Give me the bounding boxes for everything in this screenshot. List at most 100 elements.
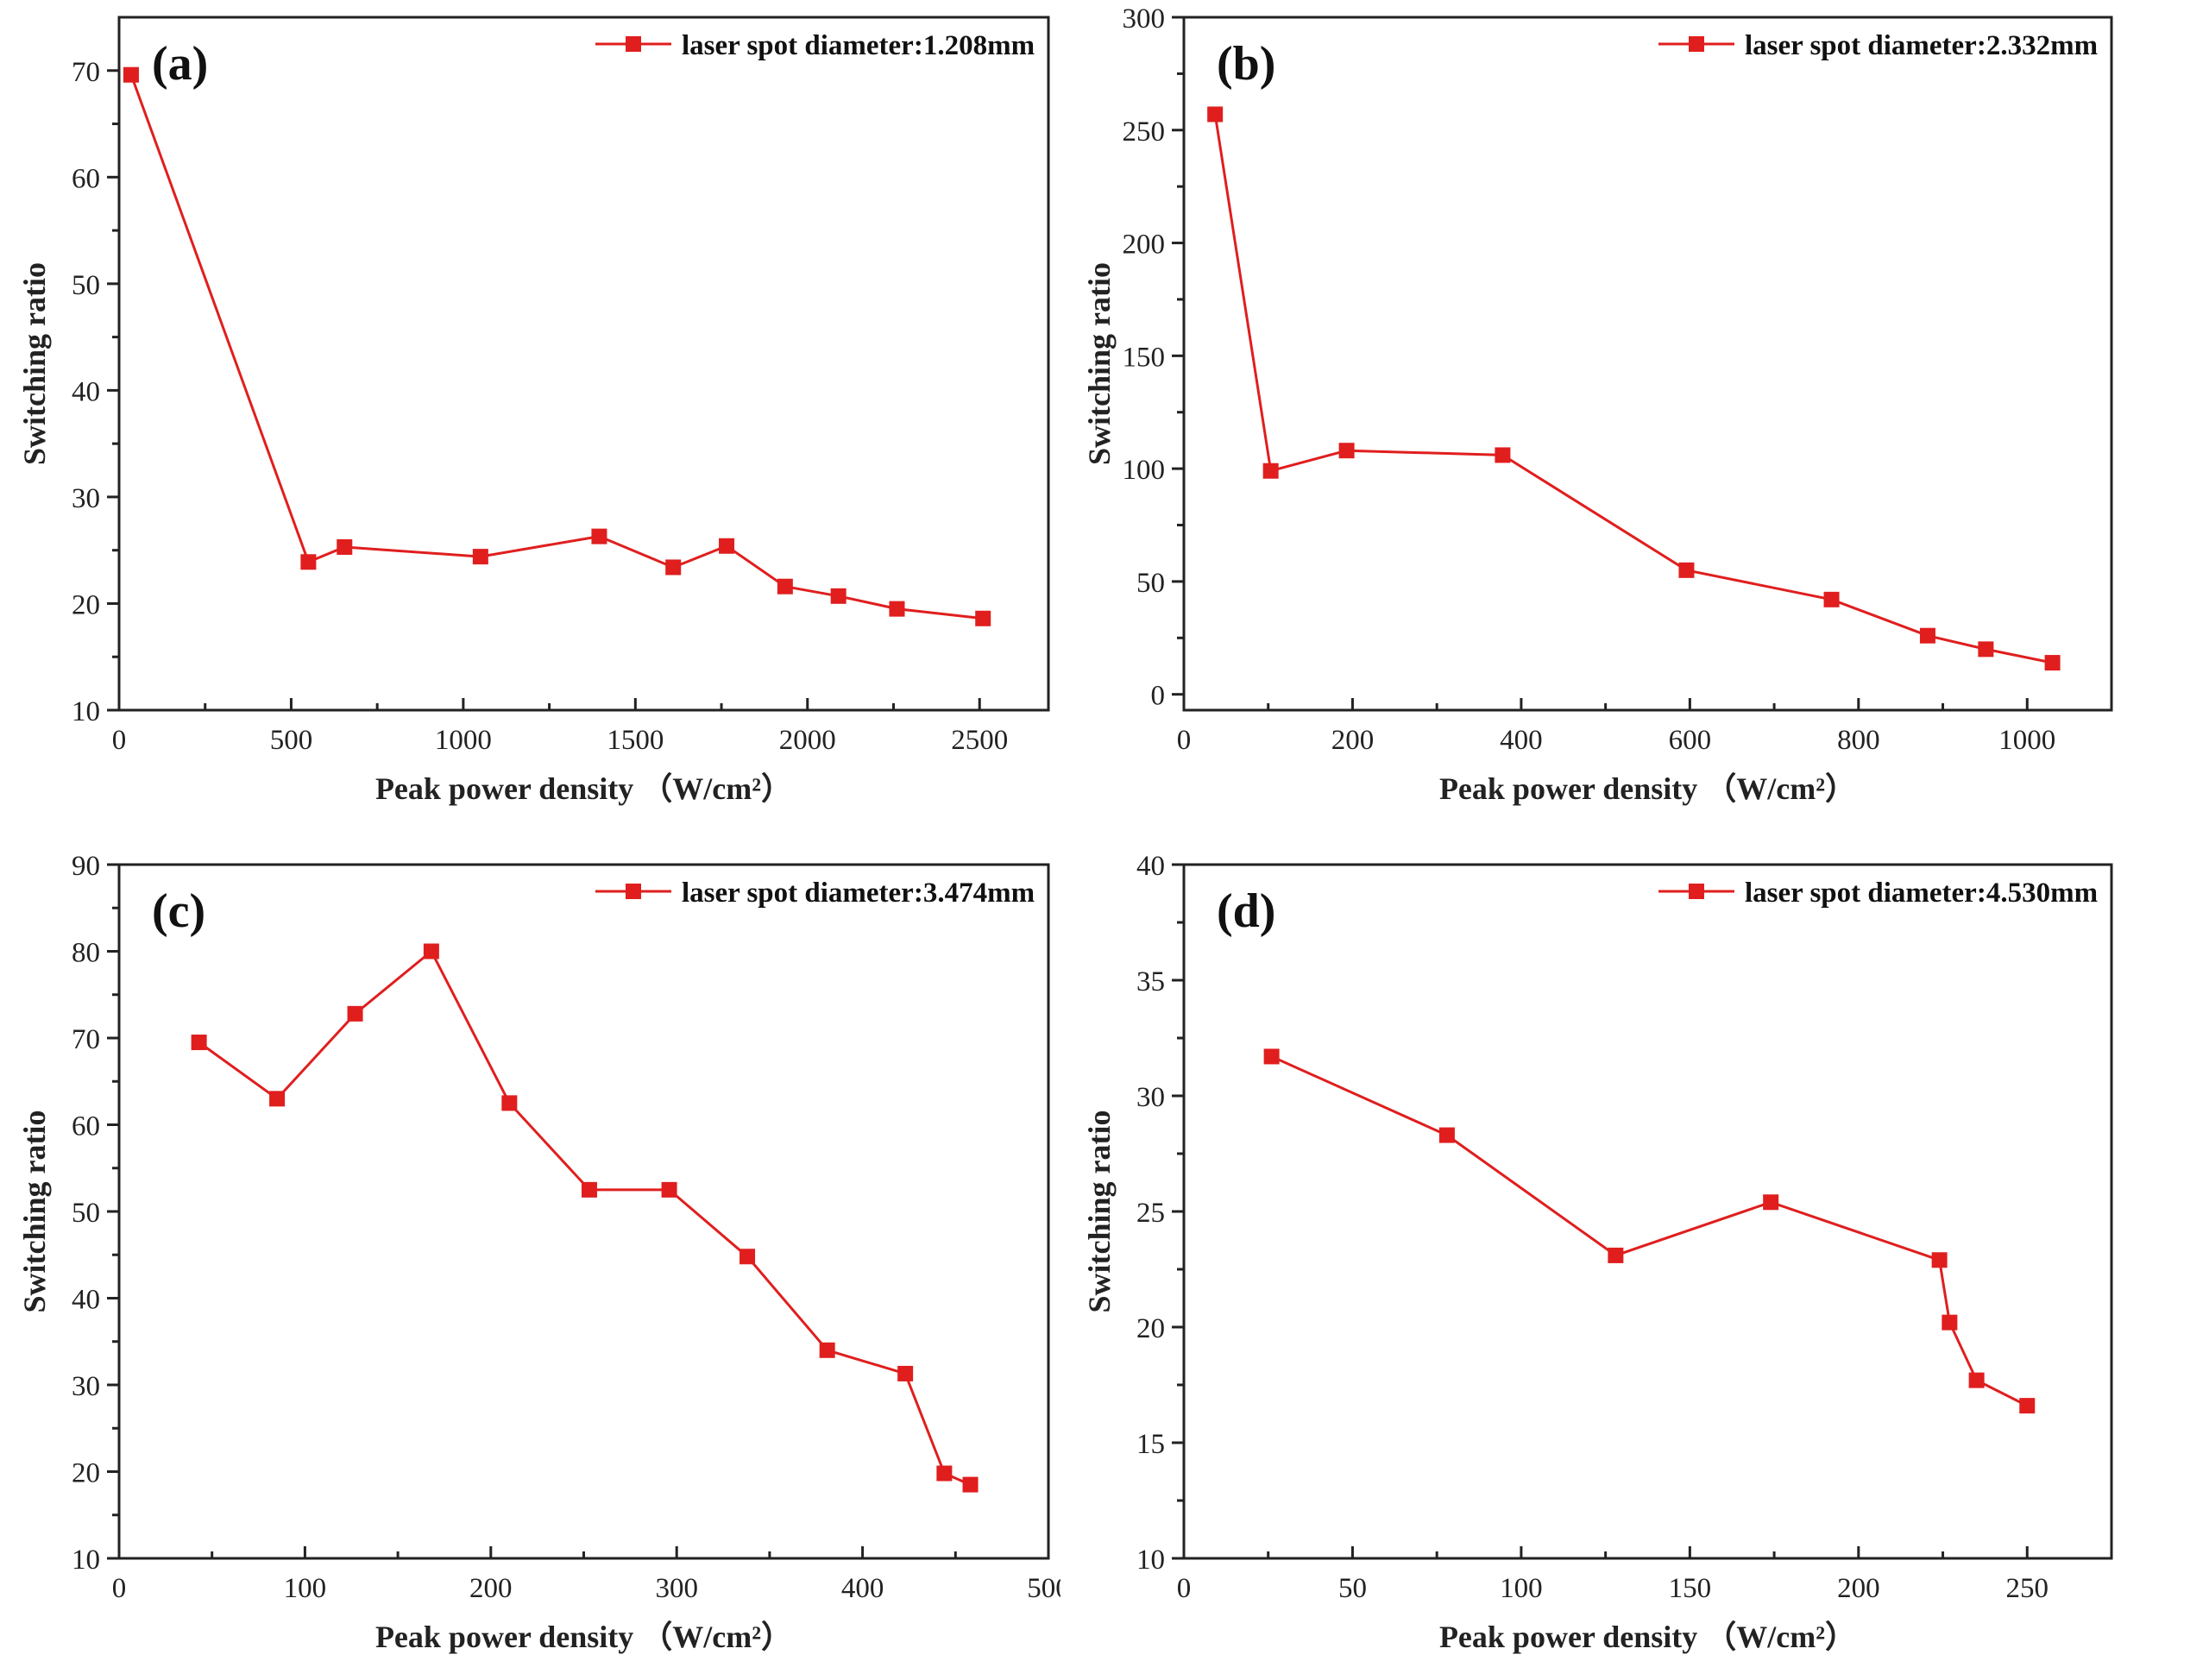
y-tick-label: 100 bbox=[1123, 455, 1166, 486]
panel-label: (b) bbox=[1217, 37, 1275, 91]
y-tick-label: 60 bbox=[72, 163, 100, 194]
data-point bbox=[269, 1091, 286, 1107]
y-tick-label: 10 bbox=[72, 1545, 100, 1576]
y-tick-label: 200 bbox=[1123, 230, 1166, 261]
y-tick-label: 40 bbox=[72, 1285, 100, 1316]
data-point bbox=[962, 1476, 979, 1493]
data-point bbox=[1763, 1194, 1779, 1211]
data-point bbox=[191, 1035, 207, 1051]
panel-label: (c) bbox=[152, 884, 205, 938]
y-tick-label: 20 bbox=[72, 589, 100, 620]
chart-panel-c: 0 100 200 300 400 500 10 20 30 40 50 60 70 80 90 Peak p… bbox=[17, 851, 1070, 1654]
data-point bbox=[1942, 1314, 1958, 1331]
y-tick-label: 10 bbox=[1136, 1545, 1165, 1576]
y-tick-label: 30 bbox=[1136, 1082, 1165, 1113]
plot-frame bbox=[1182, 863, 2113, 1560]
x-tick-label: 400 bbox=[1500, 725, 1543, 756]
legend-marker bbox=[1689, 884, 1704, 899]
data-point bbox=[819, 1342, 835, 1358]
y-tick-label: 70 bbox=[72, 1024, 100, 1055]
data-point bbox=[1263, 1048, 1280, 1065]
x-tick-label: 500 bbox=[270, 725, 313, 756]
y-tick-label: 25 bbox=[1136, 1198, 1165, 1229]
y-axis-title: Switching ratio bbox=[1082, 1110, 1117, 1312]
data-point bbox=[777, 578, 793, 595]
y-tick-label: 70 bbox=[72, 57, 100, 88]
data-point bbox=[1931, 1252, 1948, 1268]
y-tick-label: 35 bbox=[1136, 966, 1165, 997]
data-point bbox=[1495, 447, 1511, 463]
clipped-labels: 0 100 200 300 400 500 bbox=[112, 1573, 1070, 1604]
data-point bbox=[739, 1249, 756, 1265]
data-point bbox=[661, 1181, 677, 1198]
panel-label: (a) bbox=[152, 37, 208, 91]
x-tick-label: 150 bbox=[1669, 1573, 1712, 1604]
legend-marker bbox=[1689, 36, 1704, 52]
x-tick-label: 0 bbox=[1177, 725, 1192, 756]
data-point bbox=[2044, 655, 2061, 671]
data-point bbox=[123, 66, 139, 83]
data-point bbox=[501, 1095, 518, 1111]
x-tick-label: 0 bbox=[112, 725, 127, 756]
data-point bbox=[936, 1465, 953, 1482]
y-tick-label: 50 bbox=[72, 1198, 100, 1229]
x-axis-title: Peak power density （W/cm²） bbox=[375, 1620, 792, 1654]
data-point bbox=[1438, 1127, 1455, 1143]
data-point bbox=[1978, 641, 1994, 658]
data-point bbox=[300, 554, 317, 570]
x-tick-label: 2000 bbox=[779, 725, 836, 756]
data-point bbox=[472, 549, 488, 565]
chart-panel-d: 0 50 100 150 200 250 10 15 20 25 30 35 40 Peak power … bbox=[1082, 851, 2113, 1654]
y-tick-label: 50 bbox=[1136, 568, 1165, 599]
chart-panel-a: 0 500 1000 1500 2000 2500 10 20 30 40 50 60 70 Peak p… bbox=[17, 16, 1050, 806]
data-point bbox=[889, 601, 905, 617]
y-tick-label: 50 bbox=[72, 270, 100, 301]
x-tick-label: 2500 bbox=[951, 725, 1008, 756]
data-point bbox=[1678, 562, 1695, 578]
y-tick-label: 15 bbox=[1136, 1429, 1165, 1460]
y-axis-title: Switching ratio bbox=[17, 1110, 52, 1312]
legend-label: laser spot diameter:2.332mm bbox=[1745, 30, 2098, 61]
y-tick-label: 250 bbox=[1123, 116, 1166, 148]
data-point bbox=[581, 1181, 597, 1198]
y-tick-label: 20 bbox=[72, 1458, 100, 1489]
plot-frame bbox=[1182, 16, 2113, 712]
data-point bbox=[719, 538, 735, 554]
x-tick-label: 1500 bbox=[607, 725, 664, 756]
legend-label: laser spot diameter:4.530mm bbox=[1745, 878, 2098, 909]
series-line bbox=[1270, 1055, 2028, 1407]
data-point bbox=[1919, 627, 1935, 644]
data-point bbox=[897, 1365, 914, 1381]
data-point bbox=[1207, 106, 1224, 123]
x-tick-label: 100 bbox=[1500, 1573, 1543, 1604]
data-point bbox=[347, 1005, 363, 1022]
y-tick-label: 20 bbox=[1136, 1313, 1165, 1344]
x-tick-label: 1000 bbox=[435, 725, 492, 756]
series-line bbox=[1213, 114, 2053, 664]
x-tick-label: 100 bbox=[284, 1573, 327, 1604]
legend-label: laser spot diameter:1.208mm bbox=[682, 30, 1035, 61]
data-point bbox=[337, 538, 353, 555]
y-tick-label: 40 bbox=[1136, 851, 1165, 882]
series-line bbox=[129, 74, 984, 620]
x-tick-label: 200 bbox=[1331, 725, 1375, 756]
x-tick-label: 500 bbox=[1027, 1573, 1070, 1604]
x-tick-label: 0 bbox=[1177, 1573, 1192, 1604]
y-tick-label: 80 bbox=[72, 938, 100, 969]
x-tick-label: 50 bbox=[1338, 1573, 1367, 1604]
data-point bbox=[1968, 1372, 1985, 1388]
x-tick-label: 0 bbox=[112, 1573, 127, 1604]
y-tick-label: 150 bbox=[1123, 342, 1166, 373]
x-tick-label: 250 bbox=[2006, 1573, 2049, 1604]
y-tick-label: 30 bbox=[72, 483, 100, 514]
y-tick-label: 300 bbox=[1123, 3, 1166, 35]
x-axis-title: Peak power density （W/cm²） bbox=[1439, 771, 1856, 806]
x-axis-title: Peak power density （W/cm²） bbox=[375, 771, 792, 806]
data-point bbox=[423, 943, 439, 960]
data-point bbox=[665, 559, 682, 576]
data-point bbox=[591, 528, 607, 544]
y-axis-title: Switching ratio bbox=[1082, 262, 1117, 465]
legend-marker bbox=[626, 36, 641, 52]
y-axis-title: Switching ratio bbox=[17, 262, 52, 465]
data-point bbox=[975, 610, 991, 626]
